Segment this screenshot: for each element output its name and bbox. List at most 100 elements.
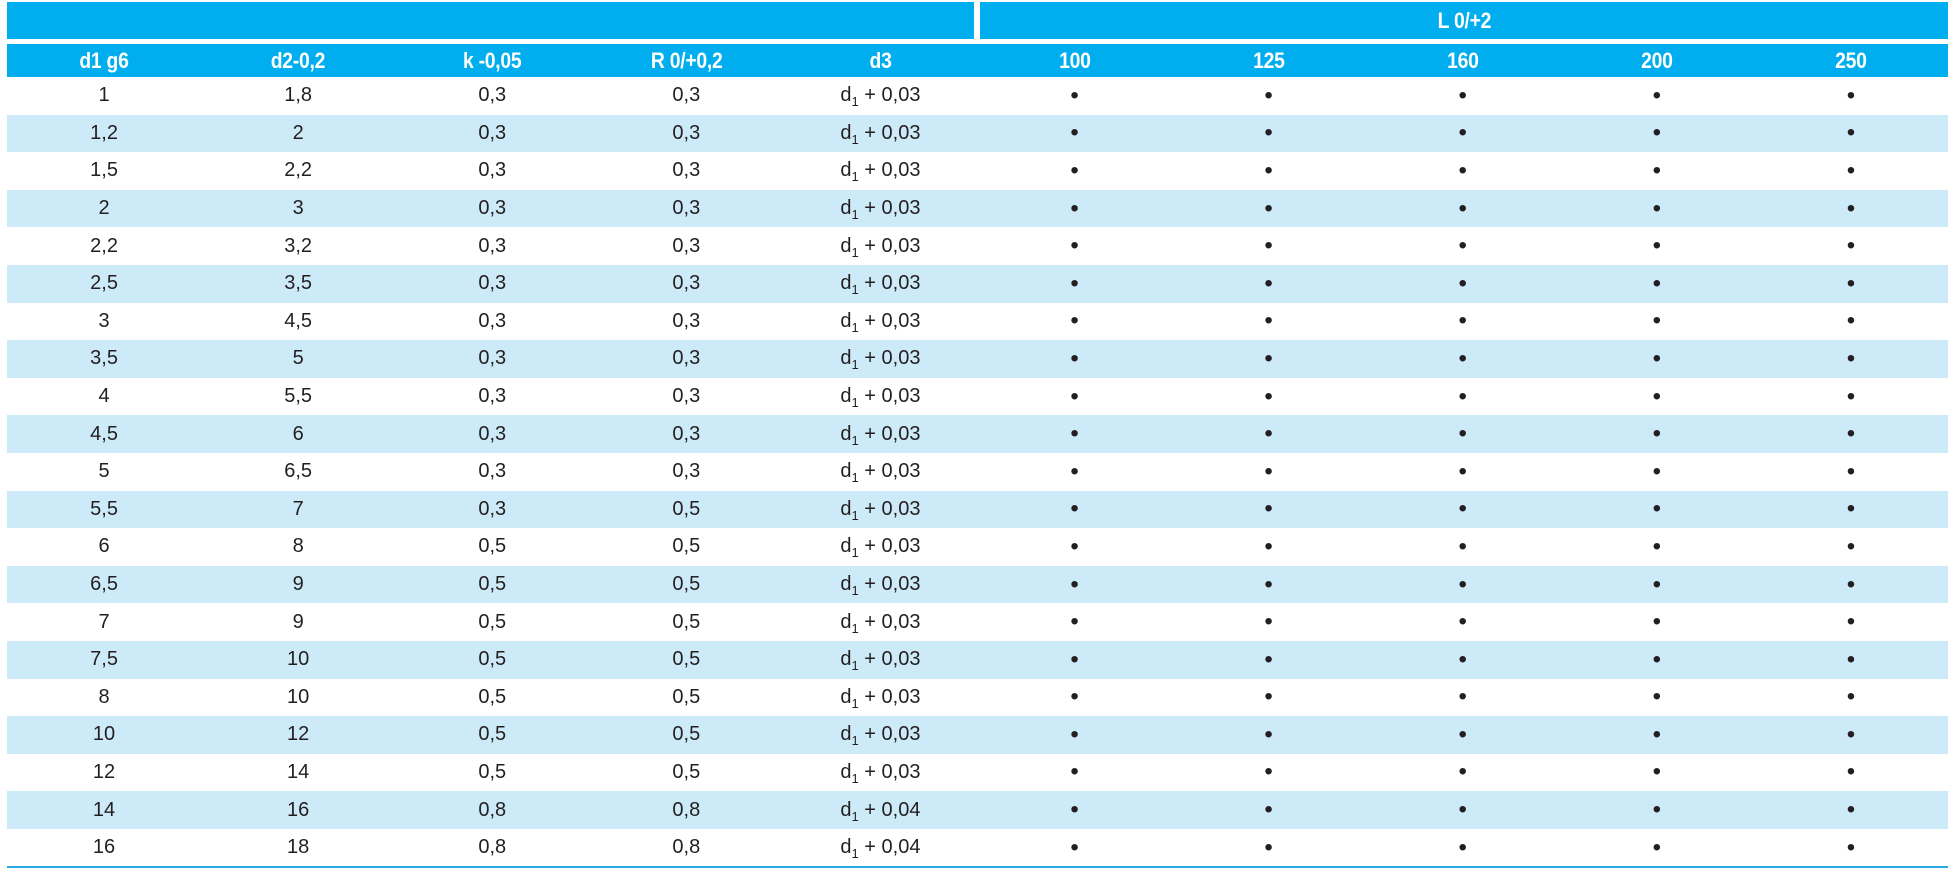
availability-dot-cell: • — [1846, 81, 1856, 109]
d3-cell: d1 + 0,03 — [840, 385, 921, 411]
availability-dot-cell: • — [1458, 382, 1467, 410]
group-header-blank — [7, 2, 981, 44]
availability-dot-cell: • — [1753, 114, 1948, 153]
availability-dot-cell: • — [1458, 683, 1467, 711]
d3-subscript: 1 — [851, 583, 859, 599]
d1-cell: 1 — [98, 84, 110, 107]
r-cell: 0,3 — [589, 340, 784, 378]
availability-dot-cell: • — [1264, 156, 1273, 184]
availability-dot-cell: • — [1652, 457, 1661, 485]
table-row: 1,2 2 0,3 0,3 d1 + 0,03 • • • • • — [7, 114, 1948, 153]
d1-cell: 14 — [7, 791, 202, 829]
col-header-d1: d1 g6 — [7, 41, 202, 77]
d3-subscript: 1 — [851, 507, 859, 523]
d3-subscript: 1 — [851, 169, 859, 185]
d1-cell: 4,5 — [7, 415, 202, 453]
d2-cell: 12 — [201, 716, 396, 754]
group-header-l: L 0/+2 — [977, 2, 1948, 44]
availability-dot-cell: • — [1070, 758, 1079, 786]
availability-dot-cell: • — [1070, 382, 1079, 410]
availability-dot-cell: • — [1365, 640, 1560, 679]
availability-dot-cell: • — [1753, 189, 1948, 228]
table-header: L 0/+2 d1 g6 d2-0,2 k -0,05 R 0/+0,2 d3 … — [7, 2, 1948, 77]
d3-cell: d1 + 0,03 — [840, 760, 921, 786]
availability-dot-cell: • — [1365, 340, 1560, 378]
availability-dot-cell: • — [977, 791, 1172, 829]
k-cell: 0,3 — [478, 84, 507, 107]
table-row: 12 14 0,5 0,5 d1 + 0,03 • • • • • — [7, 754, 1948, 792]
availability-dot-cell: • — [1652, 156, 1661, 184]
d1-cell: 1,5 — [90, 159, 118, 182]
r-cell: 0,3 — [672, 84, 701, 107]
d3-cell: d1 + 0,03 — [783, 264, 978, 303]
table-row: 2 3 0,3 0,3 d1 + 0,03 • • • • • — [7, 189, 1948, 228]
r-cell: 0,3 — [672, 385, 701, 408]
availability-dot-cell: • — [1846, 683, 1856, 711]
availability-dot-cell: • — [1559, 340, 1754, 378]
k-cell: 0,3 — [395, 490, 590, 529]
d2-cell: 1,8 — [284, 84, 313, 107]
d3-subscript: 1 — [851, 545, 859, 561]
availability-dot-cell: • — [1264, 382, 1273, 410]
availability-dot-cell: • — [977, 565, 1172, 604]
availability-dot-cell: • — [1753, 791, 1948, 829]
r-cell: 0,5 — [589, 490, 784, 529]
d2-cell: 2 — [201, 114, 396, 153]
d3-subscript: 1 — [851, 319, 859, 335]
availability-dot-cell: • — [1846, 156, 1856, 184]
r-cell: 0,5 — [672, 610, 701, 633]
availability-dot-cell: • — [1171, 791, 1366, 829]
d2-cell: 7 — [201, 490, 396, 529]
table-row: 16 18 0,8 0,8 d1 + 0,04 • • • • • — [7, 828, 1948, 869]
table-row: 4,5 6 0,3 0,3 d1 + 0,03 • • • • • — [7, 415, 1948, 453]
availability-dot-cell: • — [1171, 716, 1366, 754]
availability-dot-cell: • — [1559, 490, 1754, 529]
availability-dot-cell: • — [1753, 716, 1948, 754]
availability-dot-cell: • — [1458, 81, 1467, 109]
d1-cell: 2,5 — [7, 264, 202, 303]
d3-subscript: 1 — [851, 470, 859, 486]
availability-dot-cell: • — [1652, 232, 1661, 260]
d3-subscript: 1 — [851, 846, 859, 862]
d3-cell: d1 + 0,03 — [783, 415, 978, 453]
d3-cell: d1 + 0,03 — [840, 685, 921, 711]
availability-dot-cell: • — [1458, 758, 1467, 786]
availability-dot-cell: • — [1559, 114, 1754, 153]
r-cell: 0,5 — [589, 716, 784, 754]
r-cell: 0,8 — [589, 791, 784, 829]
availability-dot-cell: • — [1458, 608, 1467, 636]
d3-subscript: 1 — [851, 282, 859, 298]
table-row: 7 9 0,5 0,5 d1 + 0,03 • • • • • — [7, 603, 1948, 641]
d1-cell: 1,2 — [7, 114, 202, 153]
d3-subscript: 1 — [851, 733, 859, 749]
d1-cell: 12 — [92, 760, 116, 783]
availability-dot-cell: • — [977, 640, 1172, 679]
availability-dot-cell: • — [1652, 758, 1661, 786]
k-cell: 0,5 — [395, 565, 590, 604]
d1-cell: 5 — [98, 460, 110, 483]
d3-cell: d1 + 0,03 — [840, 309, 921, 335]
d3-cell: d1 + 0,03 — [840, 159, 921, 185]
d1-cell: 8 — [98, 685, 110, 708]
col-header-r: R 0/+0,2 — [589, 41, 784, 77]
r-cell: 0,5 — [672, 685, 701, 708]
availability-dot-cell: • — [1365, 264, 1560, 303]
k-cell: 0,3 — [395, 340, 590, 378]
availability-dot-cell: • — [1559, 264, 1754, 303]
availability-dot-cell: • — [1652, 683, 1661, 711]
availability-dot-cell: • — [1070, 608, 1079, 636]
d2-cell: 3,5 — [201, 264, 396, 303]
availability-dot-cell: • — [1365, 565, 1560, 604]
d3-cell: d1 + 0,04 — [783, 828, 978, 869]
availability-dot-cell: • — [1559, 640, 1754, 679]
availability-dot-cell: • — [1652, 532, 1661, 560]
d3-subscript: 1 — [851, 695, 859, 711]
d3-cell: d1 + 0,04 — [783, 791, 978, 829]
d1-cell: 10 — [7, 716, 202, 754]
availability-dot-cell: • — [1264, 608, 1273, 636]
availability-dot-cell: • — [1365, 415, 1560, 453]
d1-cell: 5,5 — [7, 490, 202, 529]
table-row: 5 6,5 0,3 0,3 d1 + 0,03 • • • • • — [7, 453, 1948, 491]
d3-cell: d1 + 0,03 — [783, 565, 978, 604]
col-header-d2: d2-0,2 — [201, 41, 396, 77]
